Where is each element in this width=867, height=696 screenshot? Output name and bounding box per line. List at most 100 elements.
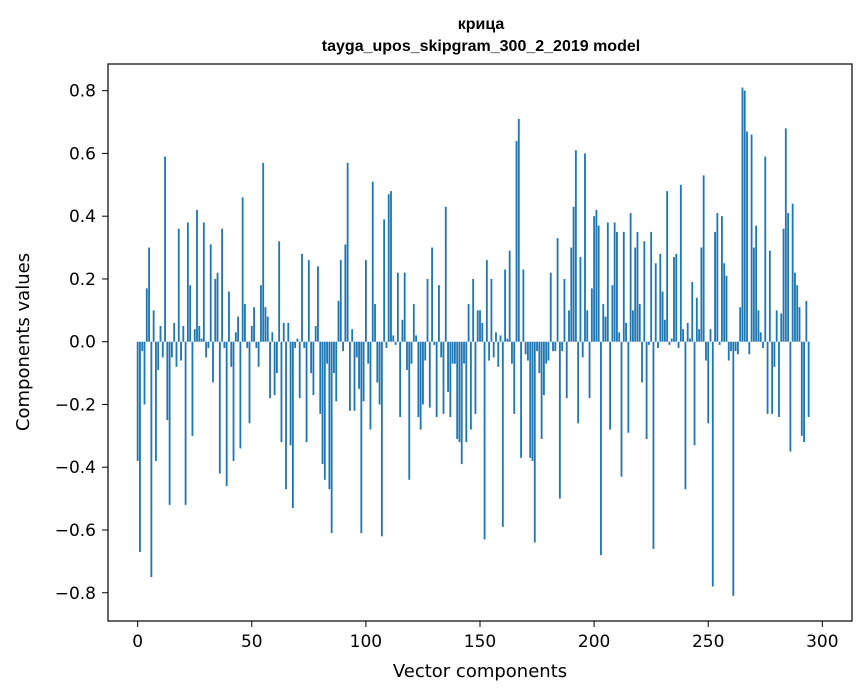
bar-11 — [161, 341, 164, 358]
bar-185 — [558, 341, 561, 499]
bar-24 — [191, 341, 194, 436]
bar-244 — [693, 341, 696, 446]
y-tick-label: −0.8 — [55, 584, 96, 604]
bar-175 — [536, 341, 538, 352]
bar-256 — [721, 216, 723, 342]
bar-286 — [789, 341, 792, 452]
bar-47 — [244, 304, 246, 342]
bar-70 — [296, 338, 299, 342]
bar-199 — [590, 288, 593, 342]
bar-237 — [677, 341, 680, 348]
bar-55 — [262, 162, 265, 342]
x-tick-label: 150 — [464, 632, 496, 652]
y-axis-label: Components values — [13, 253, 34, 431]
bar-245 — [695, 297, 698, 342]
bar-62 — [278, 241, 281, 342]
bar-21 — [184, 341, 187, 505]
bar-33 — [212, 341, 214, 383]
bar-167 — [517, 118, 520, 342]
bar-232 — [666, 191, 669, 342]
x-tick-label: 100 — [350, 632, 382, 652]
bar-193 — [577, 341, 580, 424]
x-tick-label: 0 — [132, 632, 143, 652]
bar-281 — [778, 341, 780, 418]
bar-210 — [616, 231, 618, 342]
bar-4 — [145, 288, 148, 342]
bar-180 — [547, 341, 550, 361]
bar-15 — [170, 341, 173, 358]
bar-2 — [141, 341, 144, 352]
bar-194 — [579, 256, 582, 342]
bars-group — [136, 87, 810, 596]
bar-224 — [647, 341, 650, 345]
bar-82 — [323, 341, 326, 480]
bar-37 — [221, 228, 224, 342]
bar-213 — [622, 231, 625, 342]
bar-165 — [513, 341, 516, 414]
bar-121 — [412, 304, 415, 342]
bar-148 — [474, 341, 477, 414]
bar-46 — [241, 197, 244, 342]
bar-150 — [479, 310, 481, 342]
bar-90 — [342, 341, 344, 352]
bar-106 — [378, 341, 381, 405]
bar-170 — [524, 341, 527, 355]
bar-220 — [638, 304, 641, 342]
bar-157 — [495, 332, 497, 342]
bar-267 — [746, 131, 748, 342]
bar-282 — [780, 313, 783, 342]
bar-50 — [250, 326, 253, 342]
bar-35 — [216, 272, 219, 342]
bar-17 — [175, 341, 178, 367]
bar-187 — [563, 278, 566, 342]
bar-227 — [654, 263, 657, 342]
bar-18 — [177, 228, 180, 342]
bar-122 — [415, 335, 418, 342]
bar-196 — [584, 153, 586, 342]
bar-226 — [652, 341, 655, 549]
bar-27 — [198, 326, 201, 342]
bar-231 — [663, 319, 666, 342]
bar-221 — [641, 341, 643, 383]
bar-9 — [157, 341, 160, 370]
bar-188 — [565, 341, 568, 399]
bar-44 — [237, 316, 239, 342]
bar-143 — [463, 341, 465, 364]
bar-273 — [759, 332, 762, 342]
bar-7 — [152, 310, 155, 342]
bar-138 — [451, 341, 454, 364]
bar-198 — [588, 341, 591, 399]
bar-153 — [485, 260, 488, 342]
bar-176 — [538, 341, 541, 374]
bar-53 — [257, 341, 260, 367]
bar-278 — [771, 341, 774, 414]
bar-117 — [403, 272, 406, 342]
bar-287 — [791, 203, 794, 342]
bar-268 — [748, 341, 751, 355]
bar-294 — [807, 341, 810, 418]
bar-63 — [280, 341, 283, 443]
bar-77 — [312, 341, 315, 396]
bar-283 — [782, 228, 785, 342]
bar-228 — [657, 341, 659, 348]
bar-92 — [346, 162, 349, 342]
bar-243 — [691, 282, 694, 342]
bar-73 — [303, 341, 306, 348]
bar-25 — [193, 329, 196, 342]
bar-163 — [508, 250, 511, 342]
bar-97 — [358, 341, 360, 389]
bar-38 — [223, 341, 226, 348]
bar-156 — [492, 341, 495, 358]
bar-258 — [725, 275, 728, 342]
bar-8 — [155, 341, 157, 461]
bar-31 — [207, 341, 210, 348]
bar-30 — [205, 341, 208, 358]
bar-191 — [572, 206, 575, 342]
bar-72 — [301, 253, 303, 342]
bar-79 — [317, 266, 319, 342]
bar-260 — [730, 341, 732, 352]
bar-144 — [465, 341, 468, 443]
bar-42 — [232, 341, 235, 461]
bar-215 — [627, 341, 630, 433]
